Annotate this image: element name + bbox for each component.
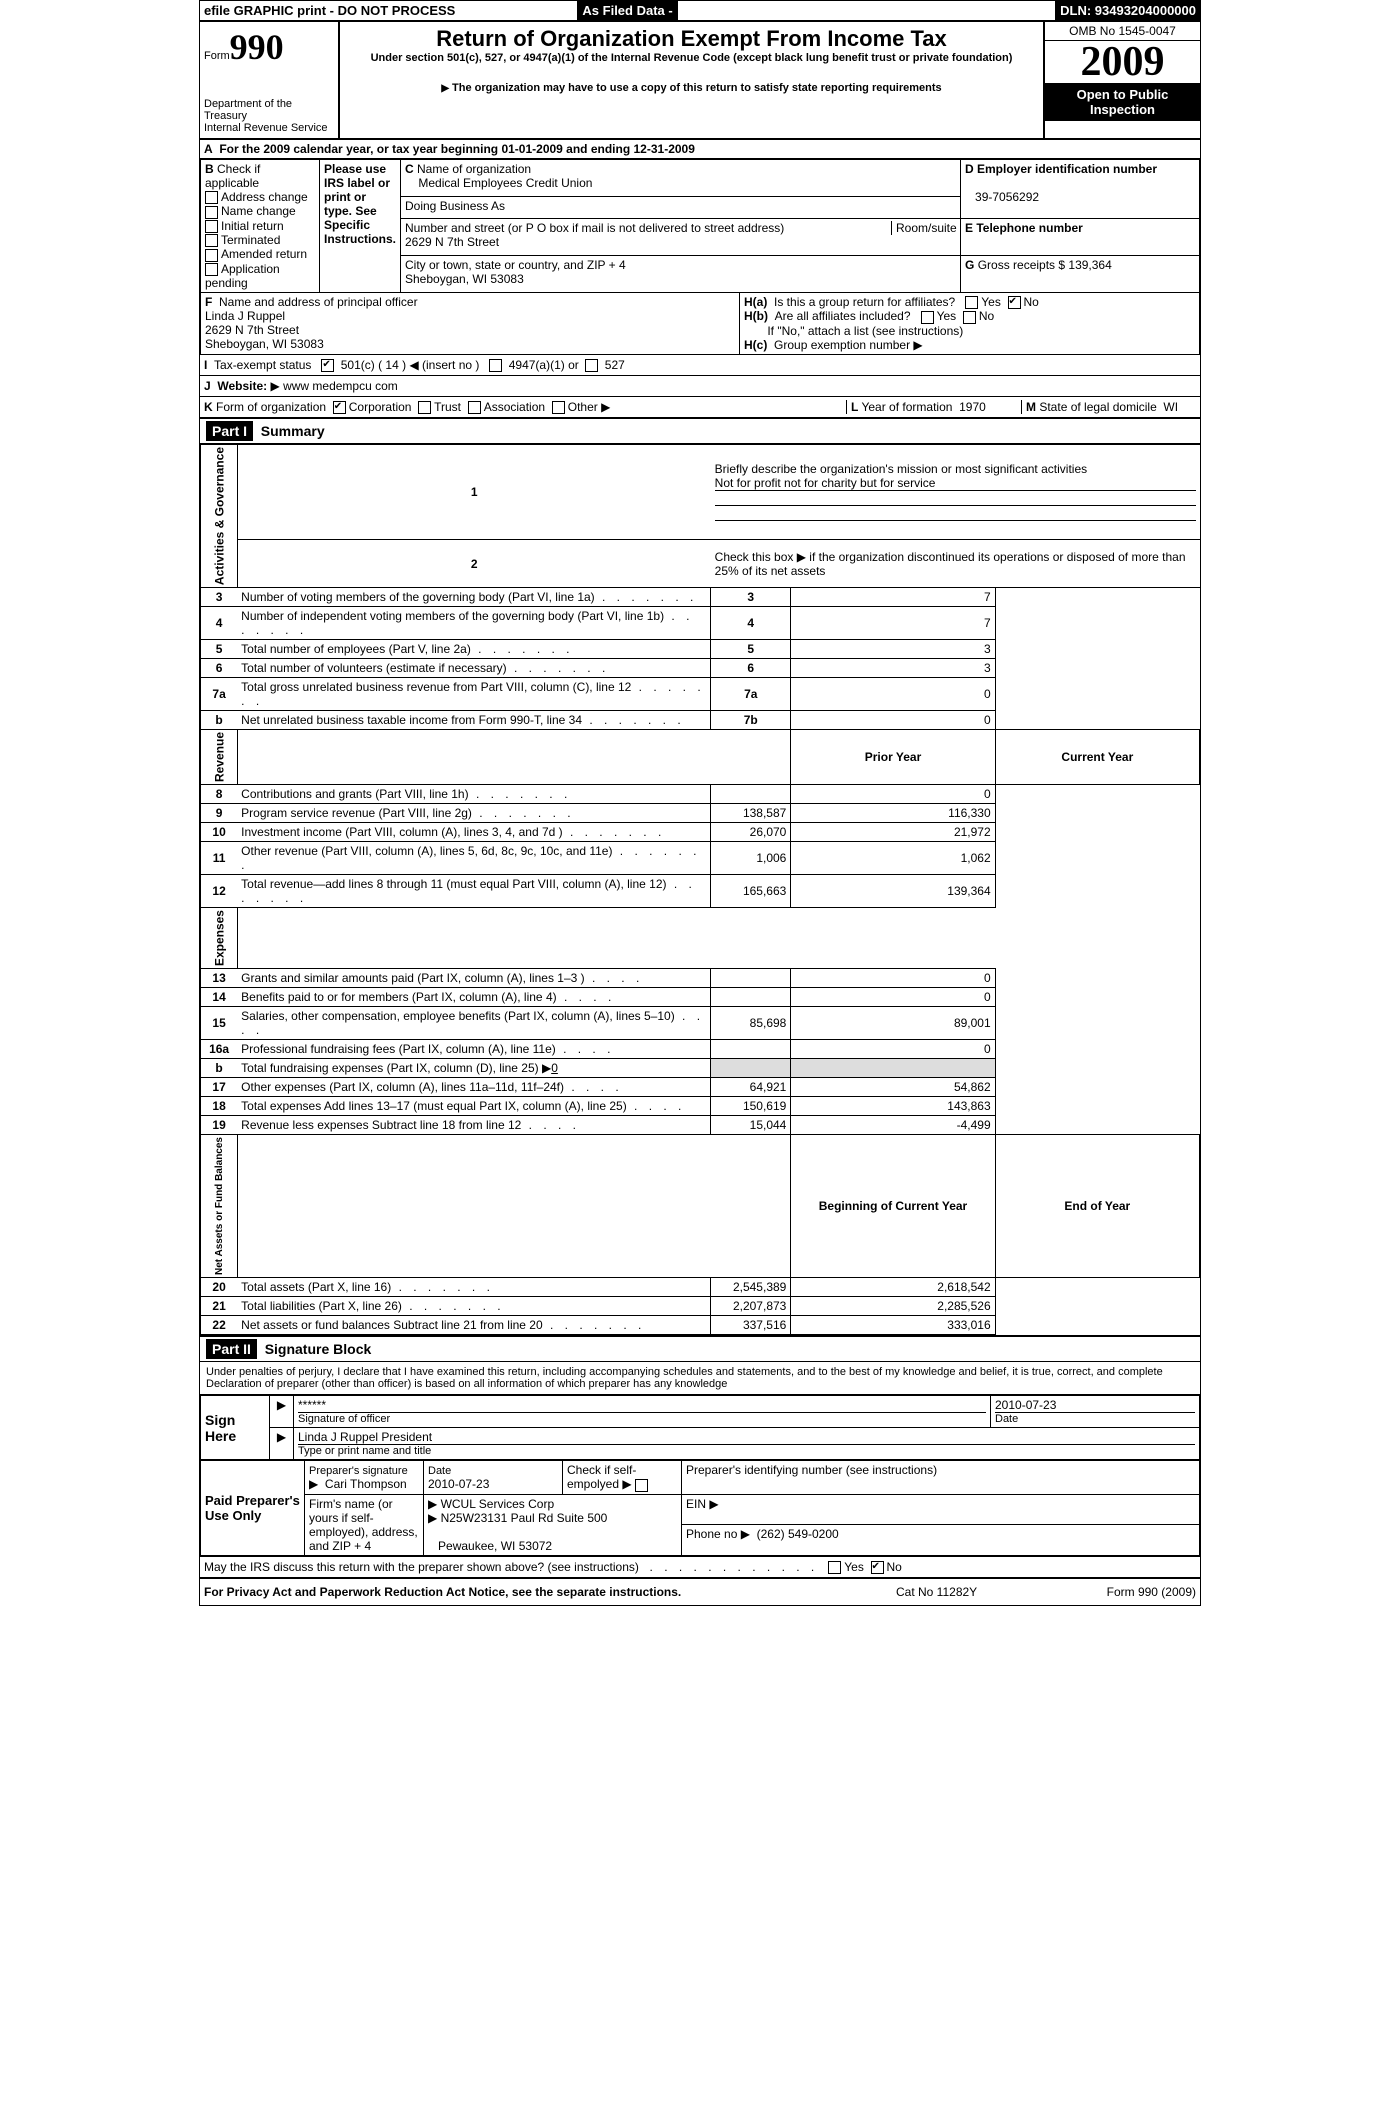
summary-table: Activities & Governance 1 Briefly descri… xyxy=(200,444,1200,1335)
signature-block: Sign Here ▶ ****** Signature of officer … xyxy=(200,1395,1200,1460)
checkbox-icon[interactable] xyxy=(205,220,218,233)
checkbox-icon[interactable] xyxy=(205,234,218,247)
checkbox-icon[interactable] xyxy=(205,206,218,219)
top-banner: efile GRAPHIC print - DO NOT PROCESS As … xyxy=(200,1,1200,22)
dln: DLN: 93493204000000 xyxy=(1056,1,1200,20)
ein: 39-7056292 xyxy=(975,190,1039,204)
form-title: Return of Organization Exempt From Incom… xyxy=(348,26,1035,52)
title-bar: Form990 Department of the Treasury Inter… xyxy=(200,22,1200,140)
page-footer: For Privacy Act and Paperwork Reduction … xyxy=(200,1579,1200,1605)
line-a: A For the 2009 calendar year, or tax yea… xyxy=(200,140,1200,159)
line-i: I Tax-exempt status 501(c) ( 14 ) ◀ (ins… xyxy=(200,355,1200,376)
as-filed: As Filed Data - xyxy=(578,1,677,20)
part-2-header: Part II Signature Block xyxy=(200,1335,1200,1362)
checkbox-icon[interactable] xyxy=(205,249,218,262)
form-990-page: efile GRAPHIC print - DO NOT PROCESS As … xyxy=(199,0,1201,1606)
org-name: Medical Employees Credit Union xyxy=(418,176,592,190)
checkbox-icon[interactable] xyxy=(205,263,218,276)
part-1-header: Part I Summary xyxy=(200,419,1200,444)
checkbox-icon[interactable] xyxy=(205,191,218,204)
efile-note: efile GRAPHIC print - DO NOT PROCESS xyxy=(200,1,578,20)
preparer-block: Paid Preparer's Use Only Preparer's sign… xyxy=(200,1460,1200,1555)
header-grid: B Check if applicable Address change Nam… xyxy=(200,159,1200,293)
